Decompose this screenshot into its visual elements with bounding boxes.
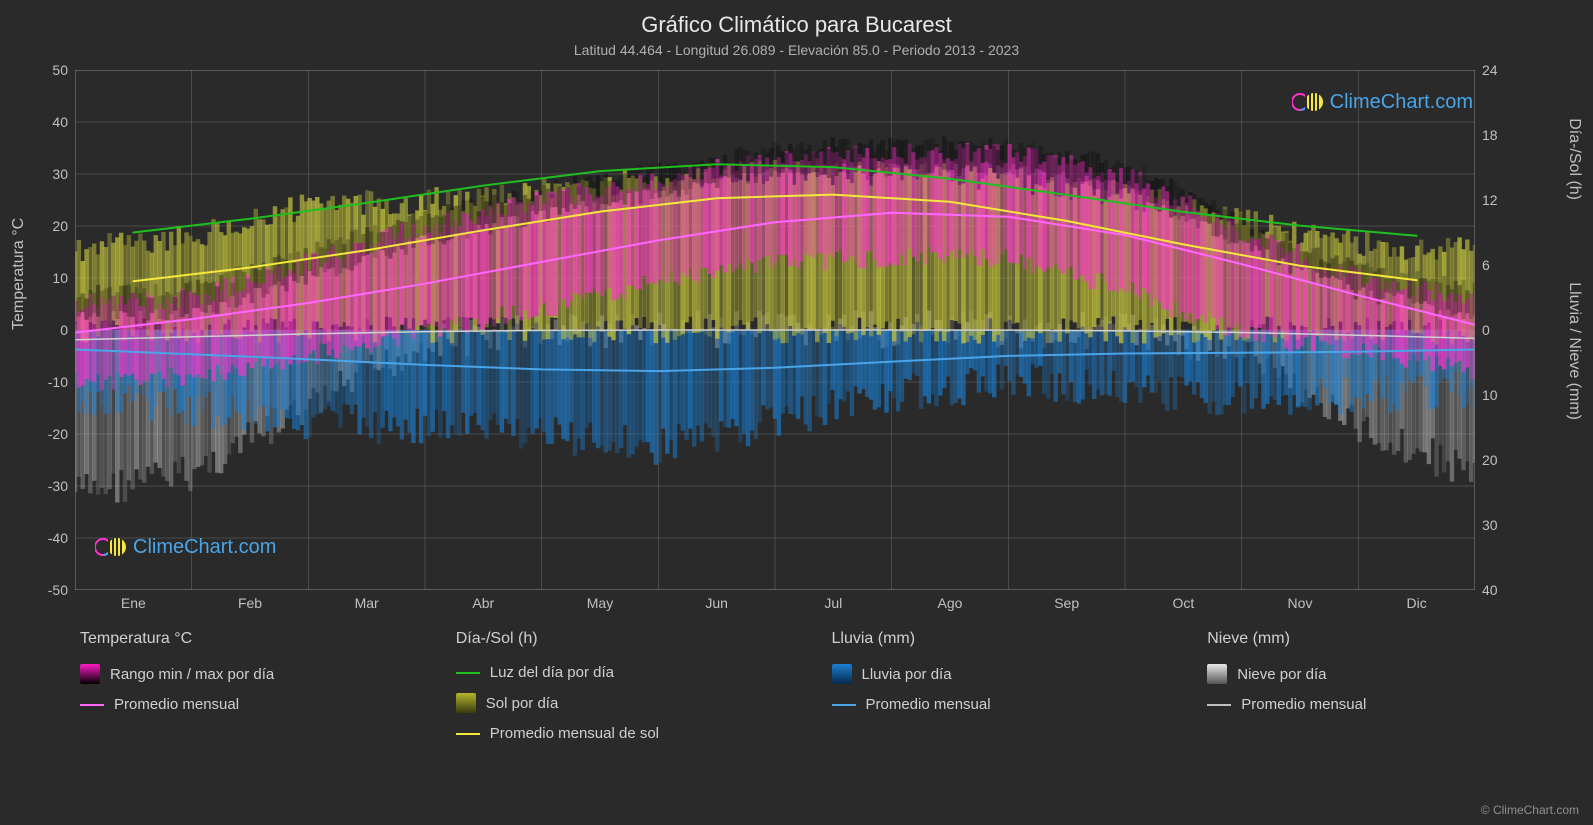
legend-item: Promedio mensual (832, 696, 1178, 713)
y-tick-right: 0 (1482, 322, 1490, 338)
x-tick-month: Mar (355, 595, 379, 611)
chart-subtitle: Latitud 44.464 - Longitud 26.089 - Eleva… (0, 38, 1593, 58)
y-tick-right: 40 (1482, 582, 1498, 598)
y-tick-left: 0 (18, 322, 68, 338)
legend-label: Promedio mensual (1241, 696, 1366, 713)
y-tick-right: 20 (1482, 452, 1498, 468)
plot-area (75, 70, 1475, 590)
legend-label: Promedio mensual (114, 696, 239, 713)
swatch-icon (80, 664, 100, 684)
x-tick-month: Ago (938, 595, 963, 611)
x-tick-month: Sep (1054, 595, 1079, 611)
swatch-icon (456, 733, 480, 735)
legend-label: Promedio mensual de sol (490, 725, 659, 742)
legend-label: Promedio mensual (866, 696, 991, 713)
legend-col-snow: Nieve (mm) Nieve por día Promedio mensua… (1207, 630, 1553, 742)
x-tick-month: Abr (472, 595, 494, 611)
y-tick-right: 12 (1482, 192, 1498, 208)
swatch-icon (1207, 704, 1231, 706)
legend-label: Rango min / max por día (110, 666, 274, 683)
legend-header: Nieve (mm) (1207, 630, 1553, 648)
legend-item: Rango min / max por día (80, 664, 426, 684)
y-tick-left: -20 (18, 426, 68, 442)
y-tick-left: -10 (18, 374, 68, 390)
x-tick-month: Jul (824, 595, 842, 611)
legend-label: Sol por día (486, 695, 559, 712)
legend-item: Promedio mensual (80, 696, 426, 713)
legend-label: Nieve por día (1237, 666, 1326, 683)
watermark-text: ClimeChart.com (1330, 91, 1473, 114)
y-tick-left: -50 (18, 582, 68, 598)
legend-item: Promedio mensual (1207, 696, 1553, 713)
copyright: © ClimeChart.com (1481, 803, 1579, 817)
y-tick-left: 40 (18, 114, 68, 130)
legend-label: Luz del día por día (490, 664, 614, 681)
y-tick-left: 20 (18, 218, 68, 234)
y-tick-right: 30 (1482, 517, 1498, 533)
chart-title: Gráfico Climático para Bucarest (0, 0, 1593, 38)
y-tick-right: 6 (1482, 257, 1490, 273)
x-tick-month: Ene (121, 595, 146, 611)
legend-item: Luz del día por día (456, 664, 802, 681)
swatch-icon (456, 672, 480, 674)
y-tick-left: -30 (18, 478, 68, 494)
swatch-icon (832, 664, 852, 684)
swatch-icon (80, 704, 104, 706)
legend-header: Temperatura °C (80, 630, 426, 648)
watermark-top: ClimeChart.com (1292, 90, 1473, 114)
x-tick-month: Feb (238, 595, 262, 611)
logo-icon (95, 535, 127, 559)
swatch-icon (1207, 664, 1227, 684)
chart-container: Gráfico Climático para Bucarest Latitud … (0, 0, 1593, 825)
x-tick-month: May (587, 595, 613, 611)
legend-item: Lluvia por día (832, 664, 1178, 684)
legend-header: Día-/Sol (h) (456, 630, 802, 648)
swatch-icon (456, 693, 476, 713)
swatch-icon (832, 704, 856, 706)
logo-icon (1292, 90, 1324, 114)
y-axis-right-top-label: Día-/Sol (h) (1565, 118, 1583, 200)
y-tick-right: 24 (1482, 62, 1498, 78)
x-tick-month: Dic (1407, 595, 1427, 611)
legend-col-temperature: Temperatura °C Rango min / max por día P… (80, 630, 426, 742)
legend-item: Nieve por día (1207, 664, 1553, 684)
legend-col-rain: Lluvia (mm) Lluvia por día Promedio mens… (832, 630, 1178, 742)
x-tick-month: Jun (705, 595, 728, 611)
legend-item: Sol por día (456, 693, 802, 713)
legend-item: Promedio mensual de sol (456, 725, 802, 742)
y-tick-left: 10 (18, 270, 68, 286)
y-tick-left: -40 (18, 530, 68, 546)
y-tick-right: 10 (1482, 387, 1498, 403)
watermark-bottom: ClimeChart.com (95, 535, 276, 559)
legend-header: Lluvia (mm) (832, 630, 1178, 648)
y-tick-left: 50 (18, 62, 68, 78)
y-tick-right: 18 (1482, 127, 1498, 143)
legend-col-daysun: Día-/Sol (h) Luz del día por día Sol por… (456, 630, 802, 742)
y-tick-left: 30 (18, 166, 68, 182)
legend: Temperatura °C Rango min / max por día P… (80, 630, 1553, 742)
x-tick-month: Nov (1288, 595, 1313, 611)
y-axis-right-bottom-label: Lluvia / Nieve (mm) (1565, 282, 1583, 420)
plot-svg (75, 70, 1475, 590)
watermark-text: ClimeChart.com (133, 536, 276, 559)
x-tick-month: Oct (1172, 595, 1194, 611)
legend-label: Lluvia por día (862, 666, 952, 683)
